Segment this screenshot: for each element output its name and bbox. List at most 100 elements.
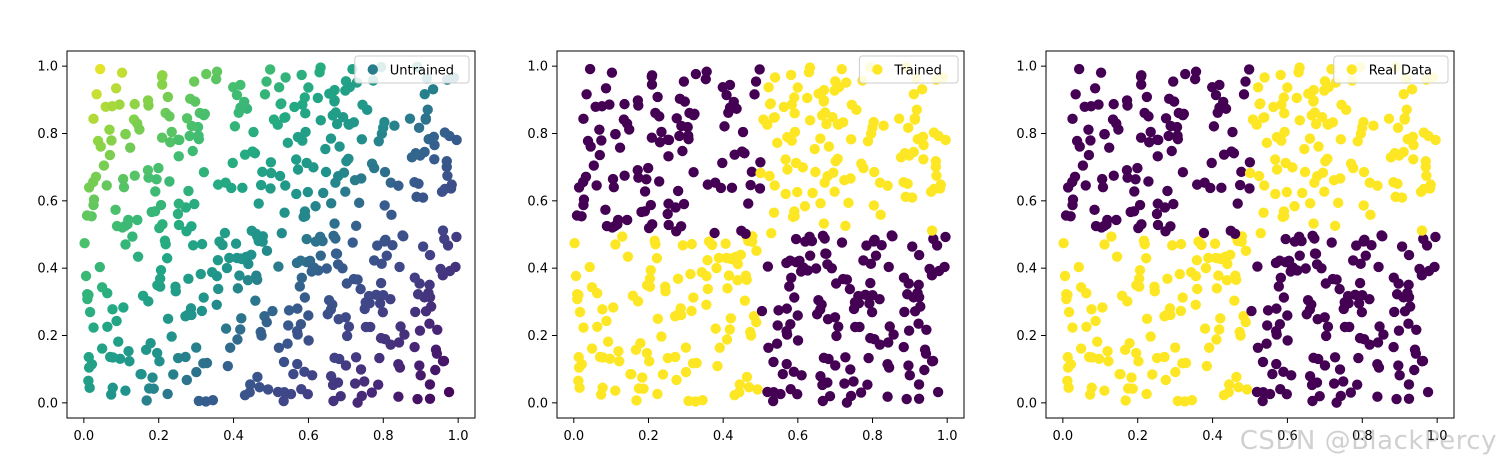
- data-point: [1403, 279, 1414, 291]
- data-point: [320, 166, 332, 178]
- data-point: [898, 341, 909, 353]
- data-point: [377, 306, 389, 318]
- data-point: [863, 352, 874, 364]
- data-point: [652, 313, 664, 325]
- data-point: [1246, 305, 1257, 317]
- data-point: [1275, 69, 1286, 81]
- data-point: [846, 99, 857, 111]
- data-point: [393, 337, 405, 348]
- data-point: [765, 98, 776, 109]
- data-point: [792, 388, 803, 400]
- data-point: [1372, 337, 1384, 348]
- data-point: [1101, 219, 1112, 230]
- data-point: [678, 198, 690, 210]
- data-point: [1401, 104, 1412, 115]
- data-point: [803, 67, 815, 78]
- data-point: [274, 170, 286, 182]
- data-point: [619, 170, 630, 181]
- data-point: [83, 289, 94, 301]
- data-point: [1233, 382, 1244, 393]
- data-point: [1133, 273, 1145, 284]
- data-point: [122, 219, 133, 230]
- data-point: [788, 366, 800, 378]
- data-point: [848, 303, 860, 315]
- data-point: [677, 240, 689, 251]
- data-point: [1278, 292, 1290, 303]
- data-point: [1140, 253, 1152, 264]
- data-point: [1358, 116, 1369, 128]
- data-point: [183, 185, 194, 197]
- data-point: [359, 376, 370, 387]
- data-point: [815, 133, 826, 144]
- data-point: [301, 157, 312, 169]
- data-point: [262, 384, 274, 395]
- data-point: [653, 176, 665, 187]
- data-point: [652, 388, 663, 400]
- data-point: [80, 270, 92, 282]
- data-point: [1306, 379, 1318, 391]
- data-point: [1279, 108, 1290, 119]
- data-point: [330, 248, 342, 259]
- legend-box: [858, 55, 959, 84]
- data-point: [836, 64, 847, 75]
- data-point: [762, 386, 773, 398]
- data-point: [1267, 368, 1278, 380]
- data-point: [1073, 261, 1085, 273]
- data-point: [588, 160, 600, 171]
- data-point: [154, 356, 165, 367]
- data-point: [1166, 145, 1177, 157]
- data-point: [1317, 167, 1329, 178]
- data-point: [162, 91, 174, 103]
- data-point: [201, 68, 212, 80]
- data-point: [181, 113, 193, 124]
- x-tick-label: 1.0: [448, 429, 469, 444]
- data-point: [157, 70, 168, 81]
- data-point: [816, 110, 828, 121]
- data-point: [107, 304, 118, 315]
- data-point: [821, 118, 832, 130]
- data-point: [781, 329, 793, 340]
- data-point: [580, 171, 592, 182]
- data-point: [1111, 214, 1122, 226]
- data-point: [228, 82, 239, 93]
- data-point: [1175, 238, 1187, 250]
- data-point: [1329, 352, 1341, 363]
- data-point: [1108, 98, 1119, 110]
- data-point: [424, 249, 436, 261]
- data-point: [903, 122, 914, 134]
- data-point: [569, 237, 580, 249]
- data-point: [1307, 230, 1318, 242]
- data-point: [1259, 112, 1270, 123]
- data-point: [1121, 95, 1133, 106]
- data-point: [1070, 89, 1081, 100]
- data-point: [325, 370, 337, 382]
- data-point: [1235, 330, 1246, 341]
- data-point: [1304, 133, 1316, 144]
- data-point: [1286, 370, 1297, 381]
- data-point: [129, 170, 140, 181]
- data-point: [769, 180, 780, 191]
- data-point: [174, 134, 185, 146]
- data-point: [717, 157, 728, 169]
- data-point: [231, 89, 243, 101]
- data-point: [663, 198, 674, 209]
- data-point: [1130, 347, 1142, 359]
- data-point: [394, 261, 405, 273]
- data-point: [412, 393, 423, 405]
- data-point: [1179, 396, 1191, 407]
- data-point: [180, 351, 191, 363]
- data-point: [1058, 237, 1069, 249]
- data-point: [1423, 265, 1435, 277]
- data-point: [678, 76, 690, 87]
- data-point: [1241, 384, 1253, 395]
- data-point: [84, 306, 96, 318]
- data-point: [341, 330, 353, 342]
- data-point: [265, 157, 277, 168]
- data-point: [373, 136, 384, 147]
- data-point: [841, 397, 853, 408]
- data-point: [766, 228, 777, 239]
- data-point: [800, 236, 811, 247]
- data-point: [688, 110, 699, 121]
- data-point: [1353, 352, 1364, 364]
- data-point: [348, 273, 360, 285]
